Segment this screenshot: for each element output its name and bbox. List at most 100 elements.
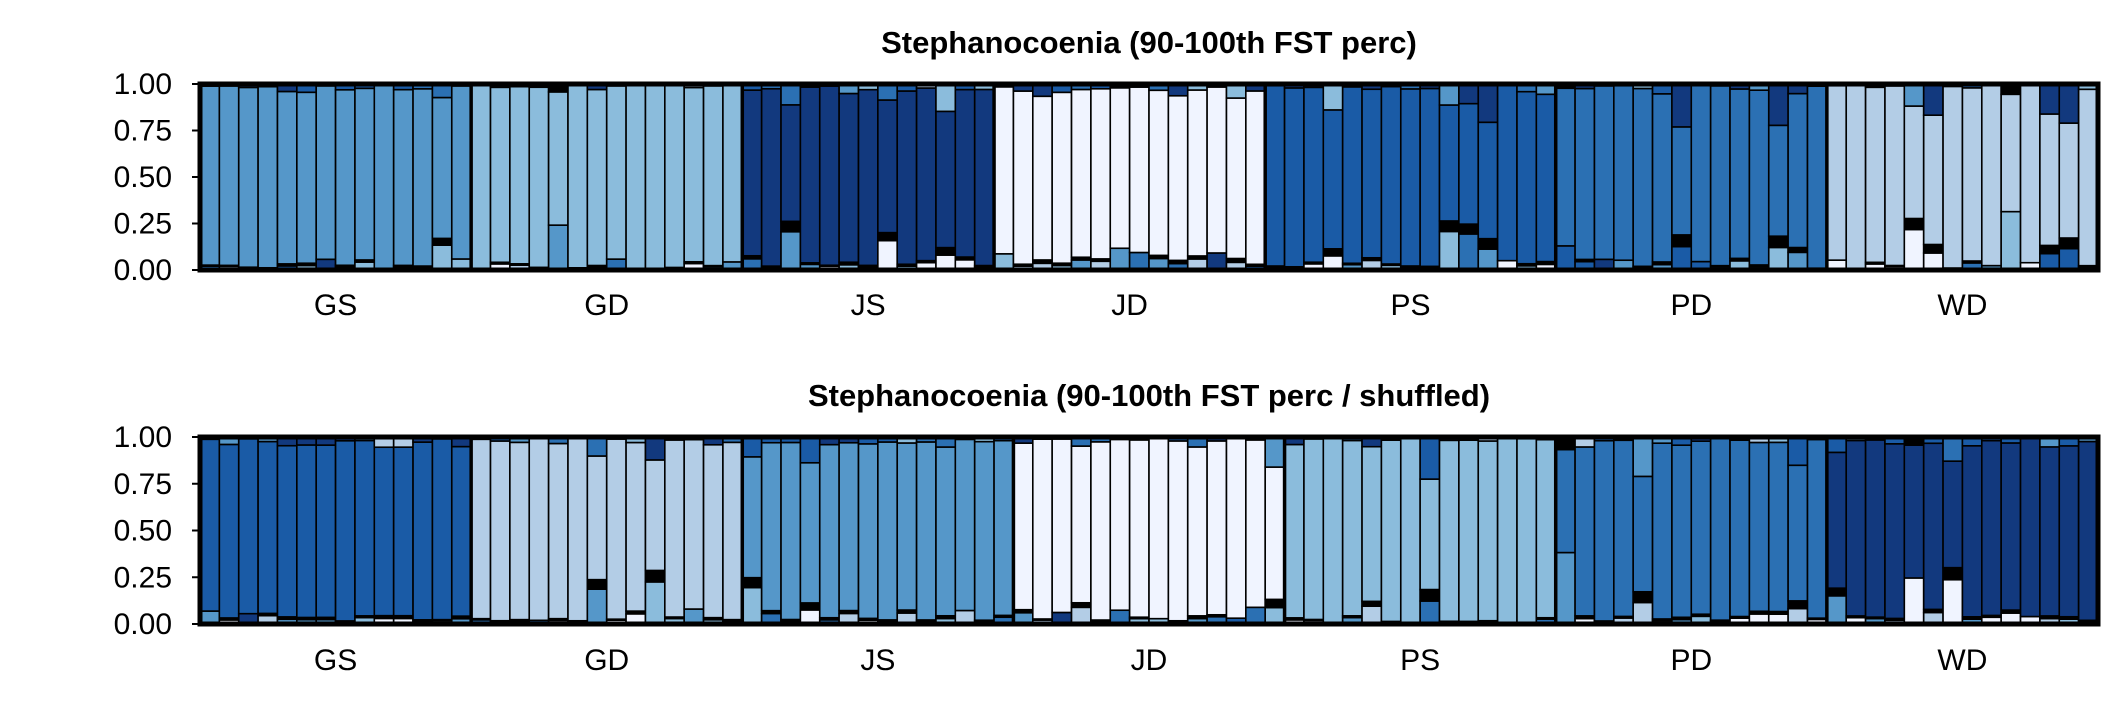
stacked-bar-segment: [1962, 88, 1981, 261]
stacked-bar-segment: [1478, 441, 1497, 621]
y-tick-label: 0.25: [114, 561, 172, 594]
stacked-bar-segment: [897, 91, 916, 264]
stacked-bar-segment: [2040, 84, 2059, 114]
stacked-bar-segment: [1517, 92, 1536, 264]
stacked-bar-segment: [858, 90, 877, 266]
stacked-bar-segment: [1420, 88, 1439, 266]
stacked-bar-segment: [665, 440, 684, 617]
y-tick-label: 0.25: [114, 208, 172, 241]
stacked-bar-segment: [2059, 238, 2078, 249]
stacked-bar-segment: [549, 92, 568, 225]
stacked-bar-segment: [587, 456, 606, 580]
stacked-bar-segment: [1711, 439, 1730, 621]
stacked-bar-segment: [1982, 85, 2001, 266]
group-label: JD: [1131, 644, 1168, 677]
stacked-bar-segment: [1440, 105, 1459, 221]
stacked-bar-segment: [1381, 87, 1400, 264]
stacked-bar-segment: [1110, 88, 1129, 248]
stacked-bar-segment: [1904, 84, 1923, 106]
stacked-bar-segment: [1420, 437, 1439, 479]
stacked-bar-segment: [1226, 98, 1245, 258]
group-label: PS: [1390, 289, 1430, 322]
stacked-bar-segment: [878, 100, 897, 233]
stacked-bar-segment: [1633, 437, 1652, 476]
group-label: PD: [1670, 644, 1712, 677]
stacked-bar-segment: [1943, 580, 1962, 624]
stacked-bar-segment: [781, 84, 800, 105]
stacked-bar-segment: [742, 578, 761, 588]
stacked-bar-segment: [1226, 438, 1245, 618]
stacked-bar-segment: [936, 447, 955, 616]
stacked-bar-segment: [1188, 447, 1207, 616]
stacked-bar-segment: [994, 441, 1013, 616]
stacked-bar-segment: [1749, 90, 1768, 265]
stacked-bar-segment: [1924, 84, 1943, 115]
stacked-bar-segment: [1401, 89, 1420, 266]
stacked-bar-segment: [200, 86, 219, 265]
stacked-bar-segment: [1517, 439, 1536, 623]
stacked-bar-segment: [820, 445, 839, 618]
stacked-bar-segment: [1149, 90, 1168, 255]
stacked-bar-segment: [1556, 553, 1575, 624]
y-tick-label: 0.50: [114, 515, 172, 548]
stacked-bar-segment: [1323, 439, 1342, 623]
stacked-bar-segment: [239, 87, 258, 267]
stacked-bar-segment: [1246, 91, 1265, 264]
stacked-bar-segment: [781, 442, 800, 619]
stacked-bar-segment: [1033, 439, 1052, 619]
stacked-bar-segment: [1052, 439, 1071, 612]
stacked-bar-segment: [781, 221, 800, 231]
stacked-bar-segment: [645, 460, 664, 570]
stacked-bar-segment: [1769, 247, 1788, 270]
stacked-bar-segment: [452, 447, 471, 617]
stacked-bar-segment: [2040, 245, 2059, 253]
stacked-bar-segment: [529, 87, 548, 267]
stacked-bar-segment: [1498, 86, 1517, 261]
stacked-bar-segment: [452, 86, 471, 259]
stacked-bar-segment: [432, 439, 451, 620]
stacked-bar-segment: [1672, 445, 1691, 617]
stacked-bar-segment: [2001, 212, 2020, 270]
stacked-bar-segment: [1207, 441, 1226, 615]
stacked-bar-segment: [1246, 607, 1265, 624]
stacked-bar-segment: [1440, 231, 1459, 270]
stacked-bar-segment: [1904, 230, 1923, 270]
stacked-bar-segment: [626, 443, 645, 612]
stacked-bar-segment: [1207, 87, 1226, 253]
stacked-bar-segment: [1788, 252, 1807, 270]
stacked-bar-segment: [878, 442, 897, 620]
stacked-bar-segment: [955, 439, 974, 610]
stacked-bar-segment: [413, 442, 432, 620]
stacked-bar-segment: [936, 111, 955, 247]
stacked-bar-segment: [336, 90, 355, 265]
stacked-bar-segment: [1478, 249, 1497, 270]
stacked-bar-segment: [2059, 123, 2078, 238]
stacked-bar-segment: [1769, 125, 1788, 236]
stacked-bar-segment: [1362, 447, 1381, 602]
stacked-bar-segment: [645, 570, 664, 581]
stacked-bar-segment: [568, 85, 587, 268]
stacked-bar-segment: [762, 89, 781, 266]
stacked-bar-segment: [800, 463, 819, 603]
stacked-bar-segment: [1633, 592, 1652, 603]
stacked-bar-segment: [529, 438, 548, 621]
stacked-bar-segment: [897, 443, 916, 610]
stacked-bar-segment: [1730, 89, 1749, 258]
stacked-bar-segment: [1691, 441, 1710, 614]
stacked-bar-segment: [1478, 122, 1497, 238]
stacked-bar-segment: [1672, 127, 1691, 235]
chart-title: Stephanocoenia (90-100th FST perc): [881, 25, 1417, 60]
stacked-bar-segment: [1440, 84, 1459, 105]
stacked-bar-segment: [936, 84, 955, 111]
stacked-bar-segment: [1420, 479, 1439, 589]
stacked-bar-segment: [917, 88, 936, 261]
stacked-bar-segment: [1962, 446, 1981, 617]
stacked-bar-segment: [568, 438, 587, 620]
y-tick-label: 0.50: [114, 161, 172, 194]
stacked-bar-segment: [258, 442, 277, 614]
stacked-bar-segment: [1866, 87, 1885, 262]
stacked-bar-segment: [258, 87, 277, 268]
stacked-bar-segment: [742, 437, 761, 457]
group-label: GS: [314, 289, 357, 322]
